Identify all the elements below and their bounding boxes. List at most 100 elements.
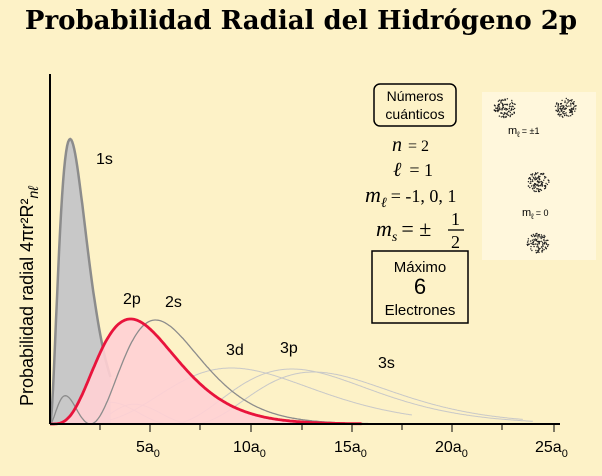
orbital-dot bbox=[541, 248, 544, 250]
orbital-dots bbox=[493, 97, 577, 254]
orbital-dot bbox=[567, 99, 569, 101]
orbital-dot bbox=[530, 242, 532, 245]
orbital-dot bbox=[546, 183, 549, 186]
orbital-dot bbox=[535, 240, 538, 242]
orbital-dot bbox=[563, 105, 565, 108]
orbital-dot bbox=[540, 237, 542, 240]
orbital-dot bbox=[557, 103, 560, 106]
orbital-dot bbox=[510, 105, 512, 108]
orbital-dot bbox=[507, 114, 510, 117]
orbital-dot bbox=[530, 180, 532, 183]
quantum-numbers-box bbox=[373, 83, 457, 127]
orbital-dot bbox=[535, 178, 538, 180]
orbital-dot bbox=[538, 190, 541, 193]
orbital-dot bbox=[558, 113, 560, 115]
orbital-dot bbox=[535, 177, 537, 179]
orbital-dot bbox=[564, 100, 566, 102]
orbital-dot bbox=[542, 243, 544, 245]
orbital-dot bbox=[545, 243, 548, 245]
orbital-dot bbox=[556, 102, 558, 104]
qn-n: n = 2 bbox=[392, 134, 429, 156]
orbital-dot bbox=[563, 113, 565, 115]
orbital-dot bbox=[571, 109, 573, 111]
orbital-dot bbox=[502, 105, 504, 107]
orbital-dot bbox=[500, 116, 503, 118]
curve-labels: 1s 2p 2s 3d 3p 3s bbox=[96, 151, 395, 372]
orbital-dot bbox=[495, 107, 497, 109]
orbital-dot bbox=[570, 105, 572, 107]
orbital-dot bbox=[544, 235, 546, 238]
orbital-dot bbox=[561, 115, 563, 118]
orbital-dot bbox=[559, 103, 562, 105]
x-axis-ticks bbox=[99, 424, 555, 432]
orbital-dot bbox=[536, 243, 538, 245]
orbital-dot bbox=[575, 108, 577, 110]
orbital-dot bbox=[536, 235, 538, 237]
quantum-numbers: n = 2 ℓ = 1 mℓ = -1, 0, 1 ms = ± 1 2 bbox=[365, 134, 464, 252]
orbital-dot bbox=[546, 245, 549, 248]
orbital-dot bbox=[493, 109, 495, 111]
orbital-dot bbox=[536, 177, 539, 179]
orbital-dot bbox=[536, 184, 538, 187]
orbital-dot bbox=[510, 107, 513, 110]
orbital-dot bbox=[559, 106, 561, 108]
orbital-dot bbox=[529, 182, 531, 184]
orbital-dot bbox=[543, 248, 545, 251]
orbital-dot bbox=[538, 243, 540, 245]
orbital-dot bbox=[503, 112, 506, 114]
orbital-dot bbox=[565, 104, 567, 106]
orbital-dot bbox=[527, 243, 529, 245]
orbital-dot bbox=[532, 176, 535, 179]
orbital-dot bbox=[561, 99, 563, 102]
x-tick-labels: 5a0 10a0 15a0 20a0 25a0 bbox=[136, 439, 568, 460]
orbital-dot bbox=[542, 236, 544, 239]
orbital-dot bbox=[501, 112, 503, 115]
orbital-dot bbox=[529, 186, 531, 189]
orbital-dot bbox=[503, 113, 505, 115]
orbital-dot bbox=[527, 185, 530, 187]
orbital-dot bbox=[568, 105, 570, 107]
orbital-dot bbox=[534, 243, 537, 245]
max-line3: Electrones bbox=[385, 302, 456, 319]
orbital-dot bbox=[557, 109, 560, 112]
orbital-dot bbox=[530, 234, 533, 237]
orbital-dot bbox=[568, 100, 571, 102]
orbital-dot bbox=[537, 237, 539, 239]
orbital-dot bbox=[511, 105, 514, 107]
orbital-dot bbox=[531, 239, 534, 241]
orbital-dot bbox=[571, 110, 573, 113]
quantum-box-line1: Números bbox=[387, 88, 444, 104]
orbital-dot bbox=[543, 179, 545, 181]
orbital-dot bbox=[555, 103, 558, 105]
max-line1: Máximo bbox=[394, 259, 447, 276]
orbital-dot bbox=[500, 112, 502, 115]
orbital-dot bbox=[570, 107, 573, 110]
orbital-dot bbox=[535, 234, 537, 236]
orbital-dot bbox=[565, 97, 567, 100]
orbital-dot bbox=[532, 180, 534, 183]
max-line2: 6 bbox=[414, 274, 426, 299]
orbital-dot bbox=[502, 99, 504, 102]
orbital-dot bbox=[534, 173, 537, 175]
curves-group bbox=[48, 137, 533, 426]
orbital-dot bbox=[539, 185, 541, 187]
orbital-dot bbox=[541, 241, 544, 243]
orbital-dot bbox=[530, 173, 532, 176]
orbital-dot bbox=[527, 181, 530, 183]
orbital-dot bbox=[502, 103, 504, 106]
orbital-dot bbox=[574, 105, 577, 107]
orbital-dot bbox=[544, 246, 547, 248]
orbital-dot bbox=[545, 182, 547, 185]
orbital-dot bbox=[540, 236, 542, 238]
orbital-dot bbox=[533, 177, 535, 180]
orbital-dot bbox=[543, 188, 546, 190]
orbital-dot bbox=[560, 113, 562, 116]
orbital-dot bbox=[535, 233, 537, 235]
orbital-dot bbox=[541, 251, 543, 253]
orbital-dot bbox=[537, 246, 539, 248]
orbital-dot bbox=[570, 102, 572, 105]
orbital-dot bbox=[511, 113, 514, 116]
orbital-dot bbox=[540, 246, 543, 248]
orbital-dot bbox=[506, 103, 508, 106]
orbital-dot bbox=[563, 110, 565, 113]
